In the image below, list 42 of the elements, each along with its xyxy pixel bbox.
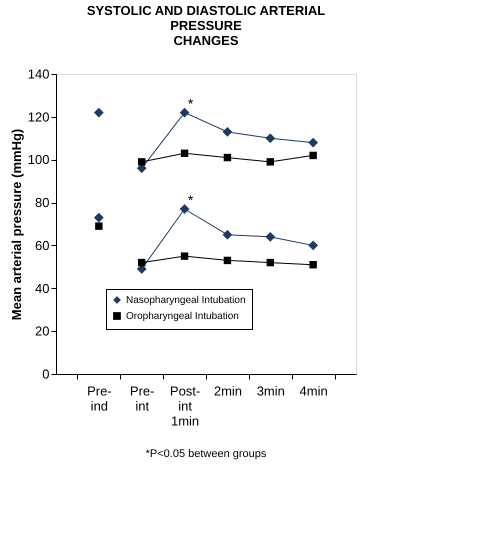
point [180,108,190,118]
text: CHANGES [173,33,239,48]
point [266,258,274,266]
x-tick-label: 4min [300,384,328,398]
y-tick-label: 100 [28,152,50,168]
y-tick-label: 0 [42,366,50,382]
x-tick-label: Post-int 1min [170,384,200,428]
point [265,232,276,242]
x-tick-label: Pre-int [130,384,154,414]
text: PRESSURE [170,18,242,33]
point [266,158,274,166]
y-tick-label: 20 [35,324,50,339]
point [308,138,318,148]
x-tick-label: Pre-ind [87,384,112,414]
y-tick-label: 140 [28,66,50,82]
x-tick-label: 3min [256,384,285,398]
point [180,204,190,214]
point [309,152,317,160]
legend-label: Oropharyngeal Intubation [126,311,239,322]
y-tick-label: 120 [28,109,50,124]
y-tick-label: 80 [35,195,50,210]
point [138,158,146,166]
point [94,108,104,118]
y-tick-label: 40 [35,280,50,296]
x-tick-label: 2min [214,384,242,398]
point [308,240,318,250]
y-axis-title: Mean arterial pressure (mmHg) [8,128,24,320]
text: *P<0.05 between groups [146,448,267,460]
point [265,133,276,144]
point [180,252,188,260]
point [222,230,232,240]
annotation: * [188,192,194,208]
legend-label: Nasopharyngeal Intubation [126,295,246,306]
point [224,154,232,162]
point [224,256,232,264]
point [138,258,146,266]
annotation: * [188,96,194,112]
point [309,261,317,268]
y-tick-label: 60 [35,238,50,253]
point [222,126,232,137]
point [180,150,188,157]
text: SYSTOLIC AND DIASTOLIC ARTERIAL [86,3,326,18]
